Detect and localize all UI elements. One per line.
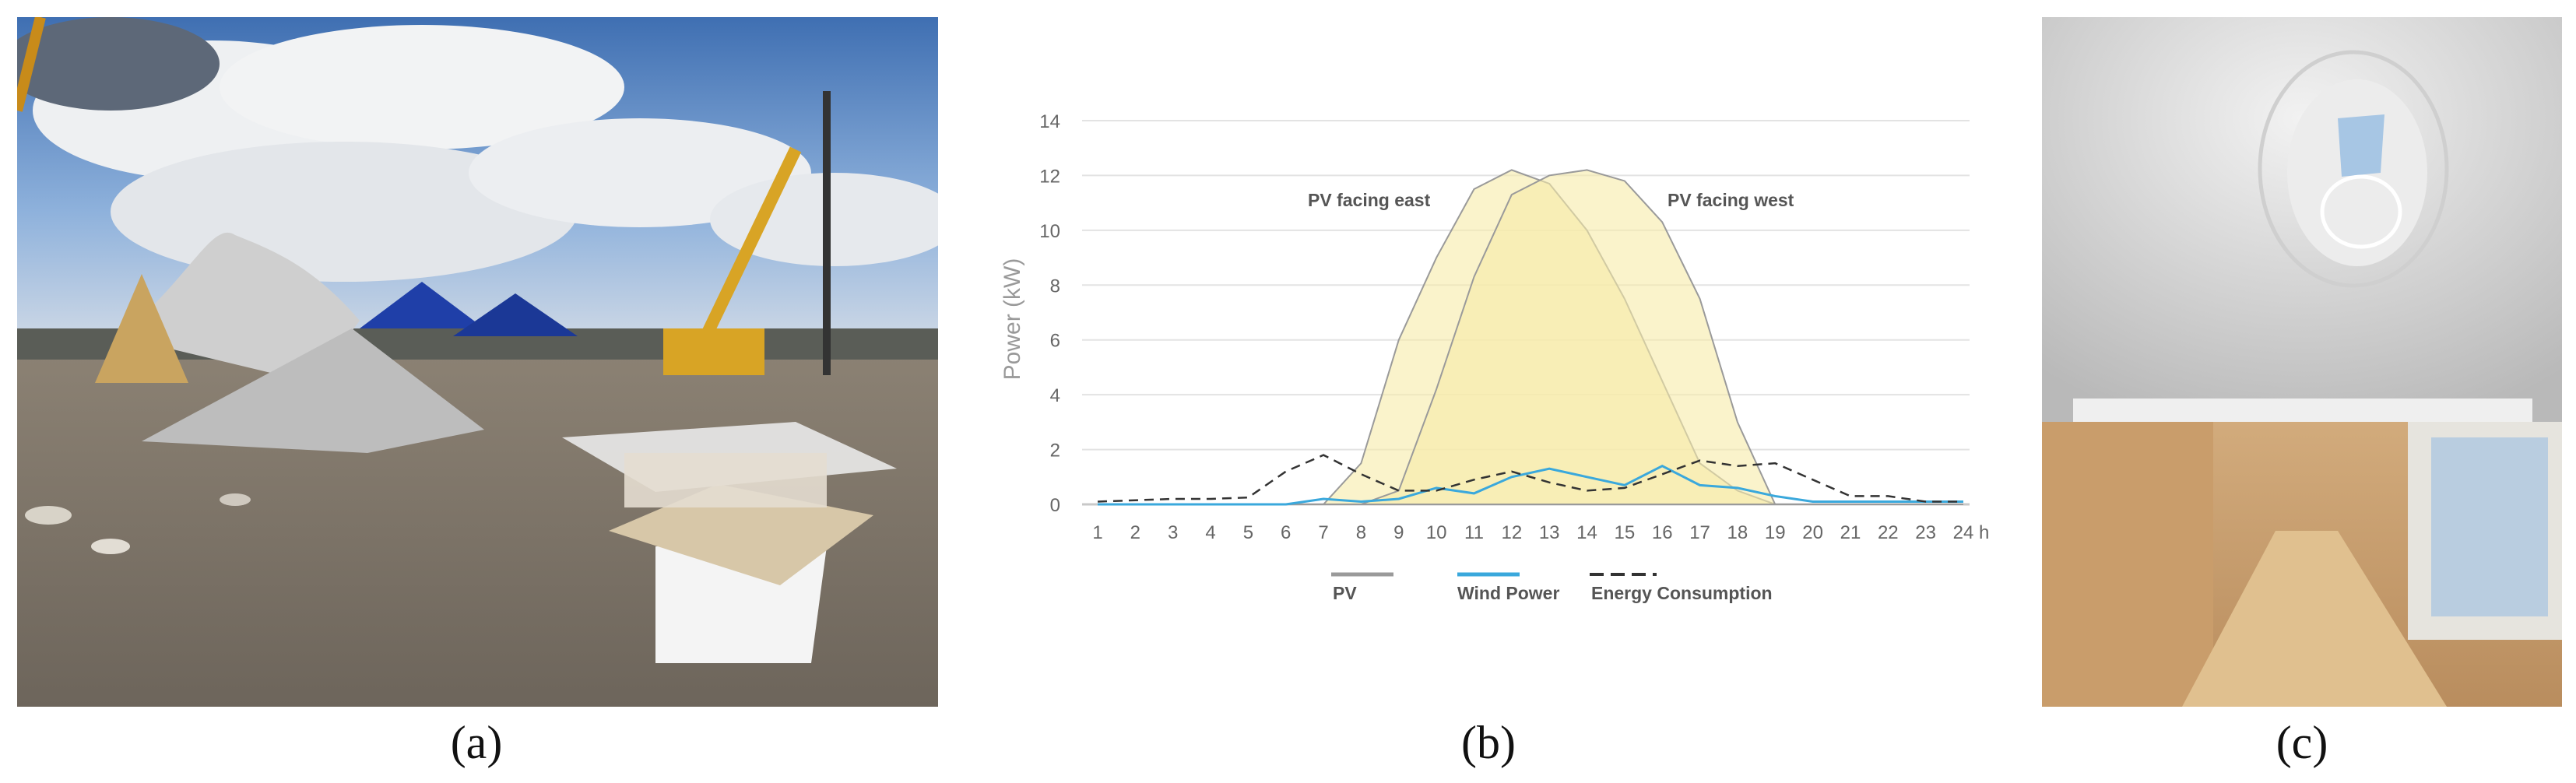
x-tick-label: 2 [1130, 522, 1140, 543]
x-tick-label: 9 [1393, 522, 1404, 543]
x-tick-label: 15 [1615, 522, 1636, 543]
y-tick-label: 0 [1050, 495, 1060, 516]
x-tick-label: 22 [1878, 522, 1899, 543]
annotation-pv-west: PV facing west [1668, 190, 1794, 210]
x-tick-label: 8 [1356, 522, 1366, 543]
caption-a: (a) [450, 717, 503, 768]
x-tick-label: 19 [1765, 522, 1786, 543]
x-tick-label: 16 [1652, 522, 1673, 543]
y-tick-label: 8 [1050, 276, 1060, 297]
chart-areas [1098, 169, 1963, 505]
x-tick-label: 1 [1092, 522, 1102, 543]
x-tick-label: 5 [1243, 522, 1253, 543]
x-tick-label: 4 [1205, 522, 1215, 543]
x-axis-unit: h [1979, 522, 1989, 543]
photo-interior-dining-room [2042, 17, 2562, 707]
x-tick-label: 13 [1539, 522, 1560, 543]
x-tick-label: 10 [1426, 522, 1447, 543]
x-tick-label: 3 [1168, 522, 1178, 543]
y-tick-label: 12 [1039, 166, 1060, 187]
legend-label-energy: Energy Consumption [1591, 583, 1773, 603]
x-tick-label: 20 [1802, 522, 1823, 543]
series-area-1 [1098, 169, 1963, 505]
legend-label-wind: Wind Power [1457, 583, 1559, 603]
y-tick-label: 4 [1050, 385, 1060, 406]
photo-c-illustration [2042, 17, 2562, 707]
photo-a-illustration [2, 16, 959, 707]
x-tick-label: 7 [1318, 522, 1328, 543]
x-tick-label: 21 [1840, 522, 1861, 543]
series-line-2 [1098, 465, 1963, 506]
x-tick-label: 17 [1689, 522, 1710, 543]
series-line-3 [1097, 454, 1963, 503]
caption-b: (b) [1461, 717, 1516, 768]
x-tick-label: 11 [1464, 522, 1484, 543]
y-tick-label: 6 [1050, 331, 1060, 352]
x-tick-label: 18 [1727, 522, 1748, 543]
x-tick-label: 14 [1576, 522, 1597, 543]
y-tick-label: 14 [1039, 111, 1060, 132]
y-tick-label: 10 [1039, 221, 1060, 242]
legend-label-pv: PV [1333, 583, 1357, 603]
caption-c: (c) [2276, 717, 2328, 768]
chart-legend: PV Wind Power Energy Consumption [1331, 572, 1773, 603]
y-tick-label: 2 [1050, 441, 1060, 462]
x-tick-label: 12 [1501, 522, 1522, 543]
x-tick-label: 24 [1953, 522, 1974, 543]
y-axis-label: Power (kW) [1000, 258, 1025, 381]
x-tick-label: 6 [1281, 522, 1291, 543]
photo-construction-site-with-model [2, 16, 959, 707]
annotation-pv-east: PV facing east [1308, 190, 1431, 210]
x-tick-label: 23 [1915, 522, 1936, 543]
chart-lines [1097, 454, 1963, 506]
power-chart: 0 2 4 6 8 10 12 14 1 2 3 4 5 6 7 8 9 10 11 12 13 14 15 16 17 18 19… [973, 86, 2016, 630]
